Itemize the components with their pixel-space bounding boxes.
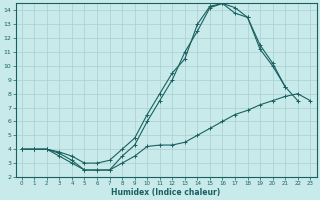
- X-axis label: Humidex (Indice chaleur): Humidex (Indice chaleur): [111, 188, 221, 197]
